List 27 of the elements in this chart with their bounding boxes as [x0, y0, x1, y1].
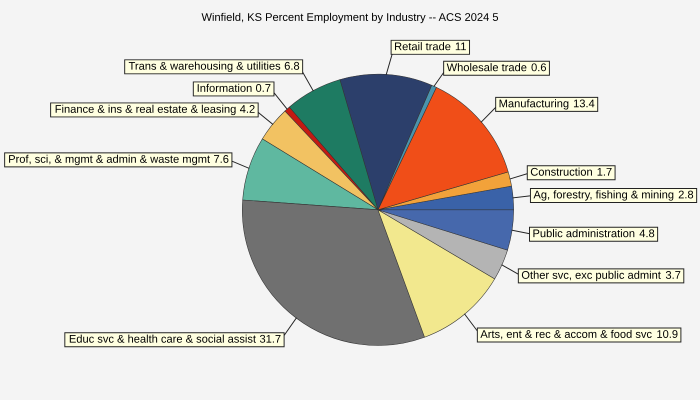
data-label: 4.8 — [640, 229, 654, 238]
data-label: 6.8 — [284, 62, 300, 70]
chart-title: Winfield, KS Percent Employment by Industry -- ACS 2024 5 — [202, 12, 498, 24]
data-label: 11 — [456, 42, 466, 50]
slice-label: Retail trade — [395, 42, 450, 50]
data-label: 2.8 — [678, 190, 694, 198]
slice-label: Prof, sci, & mgmt & admin & waste mgmt — [9, 154, 210, 166]
slice-label: Other svc, exc public admint — [522, 270, 661, 282]
data-label: 7.6 — [214, 155, 228, 163]
slice-label: Trans & warehousing & utilities — [128, 62, 280, 72]
data-label: 4.2 — [240, 105, 255, 113]
data-label: 10.9 — [657, 330, 678, 338]
slice-label: Construction — [530, 168, 592, 176]
slice-label: Information — [198, 84, 252, 92]
slice-label: Public administration — [533, 229, 634, 238]
data-label: 0.6 — [531, 63, 546, 72]
slice-label: Wholesale trade — [446, 63, 526, 72]
slice-label: Finance & ins & real estate & leasing — [56, 104, 236, 116]
data-label: 3.7 — [666, 271, 680, 279]
data-label: 31.7 — [260, 334, 281, 343]
data-label: 0.7 — [256, 84, 270, 92]
slice-label: Manufacturing — [500, 99, 568, 110]
data-label: 1.7 — [598, 168, 612, 176]
data-label: 13.4 — [574, 99, 594, 108]
slice-label: Arts, ent & rec & accom & food svc — [480, 330, 652, 340]
slice-label: Ag, forestry, fishing & mining — [533, 190, 674, 201]
slice-label: Educ svc & health care & social assist — [70, 334, 256, 343]
